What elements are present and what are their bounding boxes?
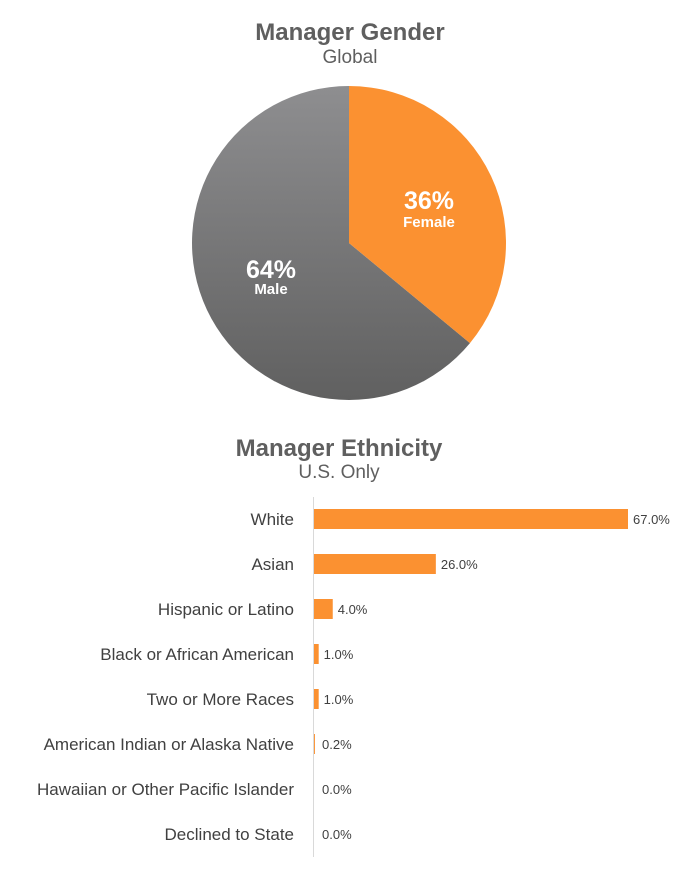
- male-slice-label: Male: [254, 281, 287, 298]
- category-label: American Indian or Alaska Native: [44, 735, 294, 754]
- gender-chart-title: Manager Gender: [255, 19, 444, 46]
- male-percent-label: 64%: [246, 256, 296, 284]
- bars-group: White 67.0% Asian 26.0% Hispanic or Latino 4.…: [37, 509, 670, 844]
- female-percent-label: 36%: [404, 187, 454, 215]
- category-label: Declined to State: [165, 825, 294, 844]
- bar: [314, 734, 315, 754]
- bar-value-label: 0.0%: [322, 827, 352, 842]
- category-label: Asian: [251, 555, 294, 574]
- category-label: Black or African American: [100, 645, 294, 664]
- bar-value-label: 4.0%: [338, 602, 368, 617]
- bar-value-label: 26.0%: [441, 557, 478, 572]
- bar-value-label: 1.0%: [324, 692, 354, 707]
- bar: [314, 599, 333, 619]
- category-label: White: [251, 510, 294, 529]
- female-slice-label: Female: [403, 214, 455, 231]
- bar-value-label: 0.2%: [322, 737, 352, 752]
- category-label: Two or More Races: [147, 690, 294, 709]
- bar: [314, 689, 319, 709]
- bar-value-label: 1.0%: [324, 647, 354, 662]
- ethnicity-bar-chart: Manager Ethnicity U.S. Only White 67.0% As…: [37, 435, 670, 857]
- pie-slice-female: [349, 86, 507, 344]
- gender-chart-subtitle: Global: [323, 47, 378, 68]
- category-label: Hawaiian or Other Pacific Islander: [37, 780, 294, 799]
- gender-pie-chart: Manager Gender Global 36% Female 64% Mal…: [192, 19, 507, 401]
- ethnicity-chart-subtitle: U.S. Only: [298, 462, 380, 483]
- pie-slice-male: [192, 86, 470, 401]
- category-label: Hispanic or Latino: [158, 600, 294, 619]
- ethnicity-chart-title: Manager Ethnicity: [236, 435, 443, 462]
- bar: [314, 554, 436, 574]
- bar-value-label: 67.0%: [633, 512, 670, 527]
- bar-value-label: 0.0%: [322, 782, 352, 797]
- bar: [314, 509, 628, 529]
- bar: [314, 644, 319, 664]
